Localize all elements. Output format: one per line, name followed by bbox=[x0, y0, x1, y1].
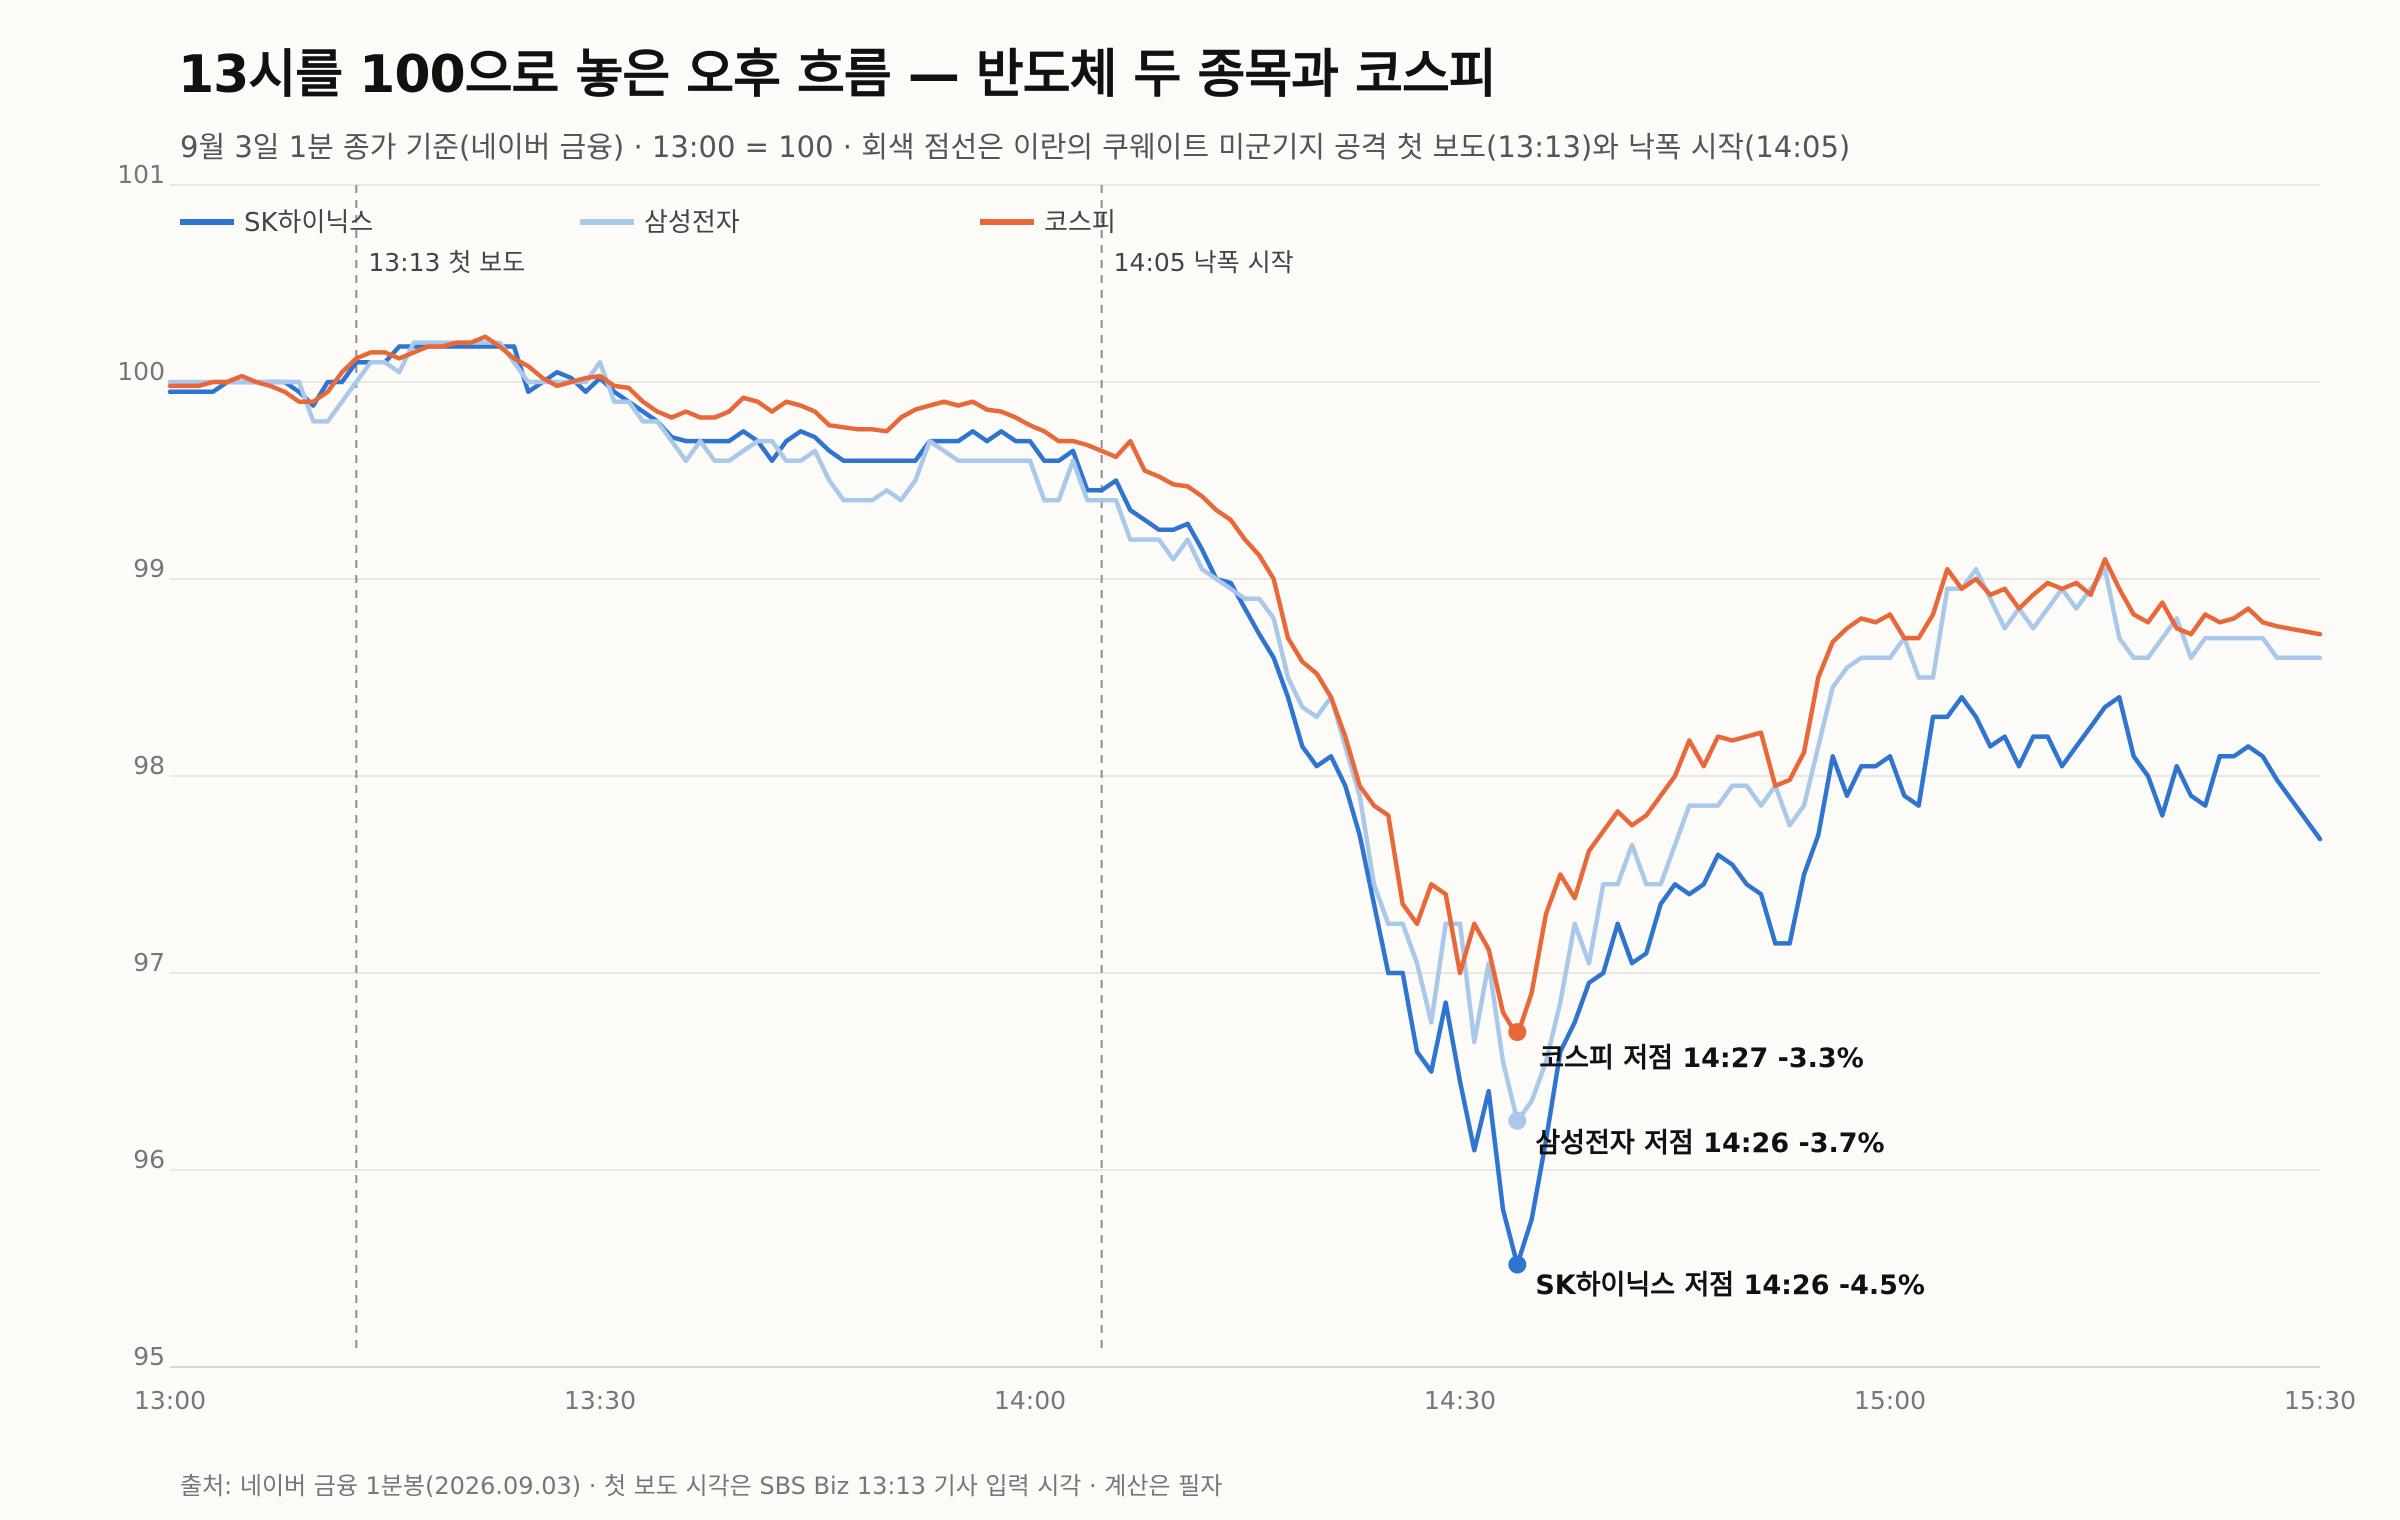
legend: SK하이닉스 삼성전자 코스피 bbox=[180, 208, 1116, 238]
legend-label: SK하이닉스 bbox=[244, 208, 373, 238]
low-point-marker bbox=[1508, 1111, 1527, 1130]
y-tick-label: 100 bbox=[117, 357, 165, 386]
chart-subtitle: 9월 3일 1분 종가 기준(네이버 금융) · 13:00 = 100 · 회… bbox=[180, 130, 1851, 164]
annotations: 코스피 저점 14:27 -3.3% 삼성전자 저점 14:26 -3.7% SK하… bbox=[1508, 1023, 1925, 1301]
x-tick-label: 13:30 bbox=[564, 1386, 636, 1415]
y-tick-label: 97 bbox=[133, 948, 165, 977]
gridlines bbox=[170, 184, 2320, 1368]
legend-label: 코스피 bbox=[1044, 208, 1116, 238]
y-tick-label: 96 bbox=[133, 1145, 165, 1174]
event-label: 14:05 낙폭 시작 bbox=[1114, 248, 1294, 277]
x-tick-label: 15:30 bbox=[2284, 1386, 2356, 1415]
x-tick-label: 15:00 bbox=[1854, 1386, 1926, 1415]
series-line bbox=[167, 340, 2323, 1124]
event-label: 13:13 첫 보도 bbox=[368, 248, 525, 277]
line-chart: 13:13 첫 보도 14:05 낙폭 시작 95 96 97 98 99 100 101 13… bbox=[117, 160, 2356, 1415]
legend-label: 삼성전자 bbox=[644, 208, 740, 238]
series-line bbox=[167, 334, 2323, 1039]
chart-title: 13시를 100으로 놓은 오후 흐름 — 반도체 두 종목과 코스피 bbox=[178, 45, 1497, 105]
x-tick-label: 14:00 bbox=[994, 1386, 1066, 1415]
axes: 95 96 97 98 99 100 101 13:00 13:30 14:00 14:30 15:0… bbox=[117, 160, 2356, 1415]
y-tick-label: 95 bbox=[133, 1342, 165, 1371]
series-line bbox=[167, 344, 2323, 1267]
x-tick-label: 14:30 bbox=[1424, 1386, 1496, 1415]
low-point-marker bbox=[1508, 1255, 1527, 1274]
x-tick-label: 13:00 bbox=[134, 1386, 206, 1415]
y-tick-label: 98 bbox=[133, 751, 165, 780]
event-markers: 13:13 첫 보도 14:05 낙폭 시작 bbox=[355, 185, 1294, 1355]
chart-source: 출처: 네이버 금융 1분봉(2026.09.03) · 첫 보도 시각은 SB… bbox=[180, 1472, 1223, 1500]
low-point-label: 코스피 저점 14:27 -3.3% bbox=[1539, 1043, 1863, 1074]
y-tick-label: 99 bbox=[133, 554, 165, 583]
low-point-label: SK하이닉스 저점 14:26 -4.5% bbox=[1535, 1270, 1925, 1301]
y-tick-label: 101 bbox=[117, 160, 165, 189]
series-lines bbox=[167, 334, 2323, 1267]
low-point-marker bbox=[1508, 1023, 1527, 1042]
low-point-label: 삼성전자 저점 14:26 -3.7% bbox=[1535, 1128, 1884, 1159]
